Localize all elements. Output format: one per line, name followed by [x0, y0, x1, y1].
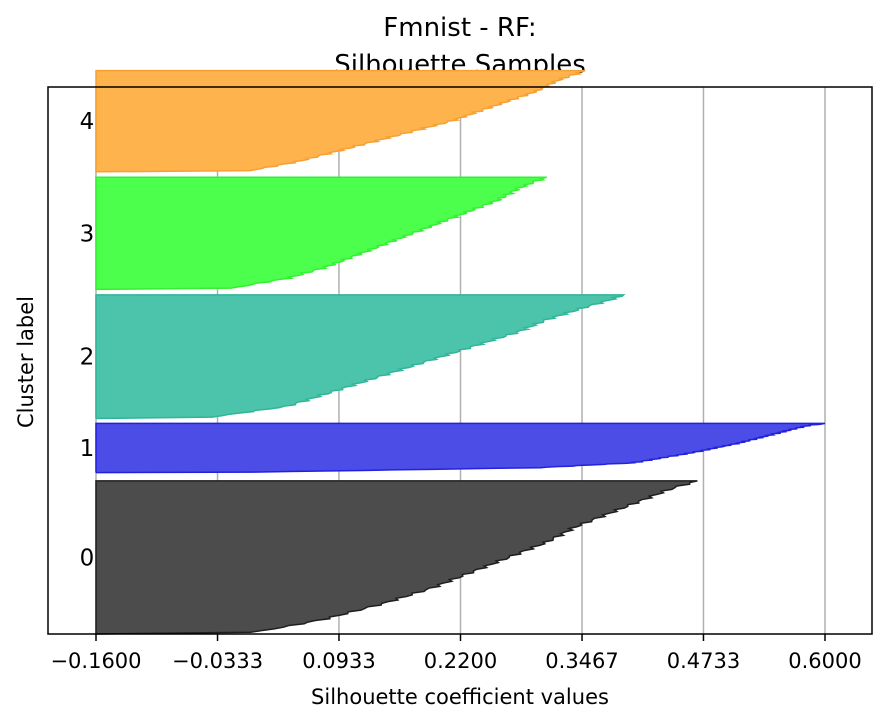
cluster-areas [95, 69, 826, 635]
x-tick-label-0: −0.1600 [50, 649, 141, 673]
cluster-2-label: 2 [80, 345, 95, 371]
cluster-0-area [95, 480, 698, 635]
cluster-4-label: 4 [80, 109, 95, 135]
y-axis-label: Cluster label [14, 296, 38, 428]
x-tick-label-4: 0.3467 [545, 649, 618, 673]
cluster-3-label: 3 [80, 221, 95, 247]
x-tick-label-2: 0.0933 [302, 649, 375, 673]
cluster-1-label: 1 [80, 436, 95, 462]
x-tick-label-6: 0.6000 [788, 649, 861, 673]
x-tick-label-1: −0.0333 [172, 649, 263, 673]
cluster-0-label: 0 [80, 545, 95, 571]
cluster-labels: 0 1 2 3 4 [80, 109, 95, 571]
x-tick-label-3: 0.2200 [424, 649, 497, 673]
cluster-1-area [95, 422, 826, 474]
cluster-4-area [95, 69, 586, 173]
x-axis-label: Silhouette coefficient values [311, 685, 609, 709]
cluster-3-area [95, 176, 547, 291]
chart-title: Fmnist - RF: [383, 13, 536, 43]
x-axis-ticks: −0.1600 −0.0333 0.0933 0.2200 0.3467 0.4733 0.… [50, 634, 862, 673]
cluster-2-area [95, 294, 626, 420]
x-tick-label-5: 0.4733 [667, 649, 740, 673]
